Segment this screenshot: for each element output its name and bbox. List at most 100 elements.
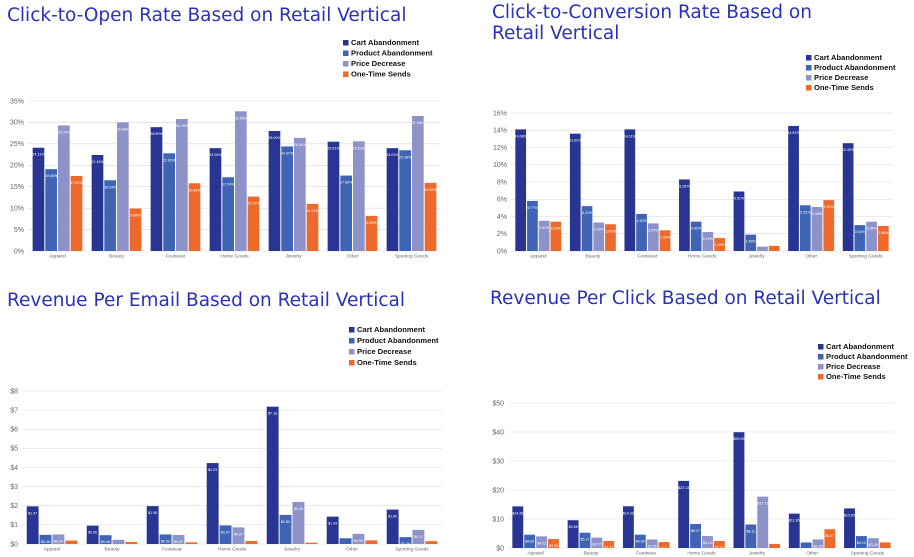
y-tick-label: $7 xyxy=(10,407,18,414)
bar xyxy=(247,196,260,251)
data-label: $3.39 xyxy=(869,543,878,547)
legend-label: Price Decrease xyxy=(814,73,868,82)
data-label: $2.42 xyxy=(715,546,724,550)
x-tick-label: Sporting Goods xyxy=(395,547,429,553)
bar xyxy=(425,541,438,544)
data-label: 14.51% xyxy=(787,131,800,135)
legend-label: One-Time Sends xyxy=(814,83,874,92)
data-label: 15.84% xyxy=(188,188,201,192)
data-label: $14.35 xyxy=(512,511,523,515)
data-label: 12.73% xyxy=(247,202,260,206)
x-tick-label: Home Goods xyxy=(687,551,716,557)
bar xyxy=(58,125,70,251)
data-label: $13.65 xyxy=(844,513,855,517)
data-label: $7.18 xyxy=(268,412,277,416)
y-tick-label: 2% xyxy=(497,231,507,238)
bar xyxy=(424,182,437,251)
bar xyxy=(550,221,562,251)
bar xyxy=(647,223,659,251)
data-label: 14.08% xyxy=(515,134,528,138)
data-label: $4.12 xyxy=(857,541,866,545)
bar xyxy=(104,180,116,251)
bar xyxy=(690,221,702,251)
bar xyxy=(768,245,780,251)
bar xyxy=(515,129,527,251)
bar xyxy=(527,200,538,251)
bar xyxy=(91,155,104,251)
bar xyxy=(159,534,172,544)
chart-title: Click-to-Open Rate Based on Retail Verti… xyxy=(7,5,407,26)
bar xyxy=(305,542,318,544)
y-tick-label: $4 xyxy=(10,465,18,472)
bar xyxy=(636,213,647,251)
data-label: 5.21% xyxy=(582,211,593,215)
bar xyxy=(536,536,548,548)
data-label: $0.96 xyxy=(88,531,97,535)
data-label: 25.63% xyxy=(353,146,366,150)
legend-swatch xyxy=(806,75,812,81)
data-label: 13.62% xyxy=(569,139,582,143)
bar xyxy=(690,524,701,548)
bar xyxy=(538,220,550,251)
data-label: $2.43 xyxy=(604,546,613,550)
y-tick-label: $0 xyxy=(10,541,18,548)
bar xyxy=(206,463,219,544)
bar xyxy=(605,224,616,251)
x-tick-label: Home Goods xyxy=(218,547,247,553)
bar xyxy=(326,516,339,544)
x-tick-label: Jewelry xyxy=(749,551,766,557)
data-label: $3.09 xyxy=(549,544,558,548)
x-tick-label: Jewelry xyxy=(748,254,765,260)
data-label: 2.19% xyxy=(703,237,714,241)
bar xyxy=(877,225,889,251)
bar xyxy=(339,538,352,544)
y-tick-label: 15% xyxy=(10,184,24,191)
data-label: $0.50 xyxy=(54,539,63,543)
data-label: $14.39 xyxy=(623,511,634,515)
y-tick-label: 30% xyxy=(10,120,24,127)
data-label: 6.91% xyxy=(734,196,745,200)
data-label: $4.23 xyxy=(208,468,217,472)
data-label: $1.80 xyxy=(388,515,397,519)
data-label: $0.22 xyxy=(114,545,123,549)
bar xyxy=(294,137,306,251)
data-label: $0.74 xyxy=(414,535,423,539)
x-tick-label: Sporting Goods xyxy=(395,254,429,260)
data-label: $0.18 xyxy=(67,546,76,550)
bar xyxy=(811,207,823,251)
bar xyxy=(757,246,768,251)
data-label: 25.51% xyxy=(327,147,340,151)
chart-title: Revenue Per Click Based on Retail Vertic… xyxy=(490,288,881,309)
data-label: $6.47 xyxy=(825,534,834,538)
bar xyxy=(713,540,725,548)
bar xyxy=(879,542,891,548)
x-tick-label: Sporting Goods xyxy=(849,254,883,260)
bar xyxy=(32,147,45,251)
bar xyxy=(634,534,646,548)
data-label: 32.56% xyxy=(235,116,248,120)
data-label: 3.30% xyxy=(594,228,605,232)
data-label: 24.04% xyxy=(209,153,222,157)
legend-swatch xyxy=(343,50,349,56)
bar xyxy=(365,215,378,251)
x-tick-label: Other xyxy=(347,254,359,260)
data-label: $0.46 xyxy=(101,540,110,544)
legend-label: Product Abandonment xyxy=(351,49,433,58)
bar xyxy=(209,148,222,251)
y-tick-label: $0 xyxy=(496,545,504,552)
x-tick-label: Other xyxy=(806,551,818,557)
data-label: 2.36% xyxy=(660,235,671,239)
y-tick-label: $10 xyxy=(492,516,504,523)
legend-swatch xyxy=(343,40,349,46)
data-label: $0.87 xyxy=(234,532,243,536)
bar xyxy=(268,131,281,251)
y-tick-label: 4% xyxy=(497,214,507,221)
bar xyxy=(788,513,800,548)
bar xyxy=(579,532,591,548)
bar xyxy=(733,432,745,548)
bar xyxy=(399,537,412,544)
bar xyxy=(353,141,365,251)
bar xyxy=(824,529,836,548)
bar xyxy=(65,540,78,544)
x-tick-label: Footwear xyxy=(637,254,657,260)
